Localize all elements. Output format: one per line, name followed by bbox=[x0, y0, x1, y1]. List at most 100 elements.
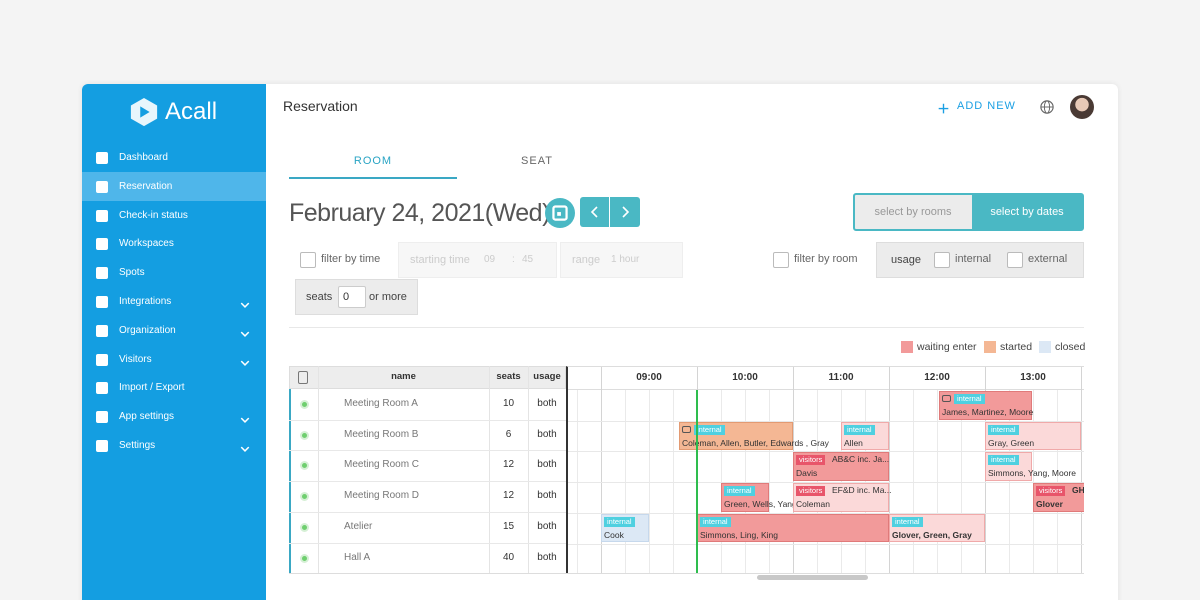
menu-icon-svg bbox=[96, 180, 108, 193]
menu-item[interactable]: App settings bbox=[119, 411, 175, 423]
add-icon bbox=[938, 101, 949, 114]
legend-swatch bbox=[901, 341, 913, 353]
logo-icon-svg bbox=[130, 97, 158, 127]
hour-label: 10:00 bbox=[732, 372, 758, 383]
row-line bbox=[289, 481, 566, 483]
reservation[interactable]: visitors GH&Glover bbox=[1033, 483, 1084, 512]
reservation-names: Glover, Green, Gray bbox=[892, 529, 972, 540]
status-dot bbox=[300, 430, 309, 440]
room-usage: both bbox=[537, 459, 557, 471]
room-usage: both bbox=[537, 398, 557, 409]
room-name: Hall A bbox=[344, 551, 371, 563]
reservation-names: Gray, Green bbox=[988, 437, 1035, 448]
menu-item[interactable]: Workspaces bbox=[119, 238, 174, 250]
menu-item[interactable]: Settings bbox=[119, 440, 156, 451]
menu-item[interactable]: Organization bbox=[119, 324, 176, 336]
tab[interactable]: SEAT bbox=[521, 155, 553, 167]
tag: internal bbox=[694, 424, 725, 435]
next-button[interactable] bbox=[610, 197, 640, 227]
reservation-names: James, Martinez, Moore bbox=[942, 407, 1034, 417]
room-seats: 10 bbox=[502, 398, 515, 409]
reservation[interactable]: internal Coleman, Allen, Butler, Edwards … bbox=[679, 421, 829, 451]
menu-item[interactable]: Reservation bbox=[119, 180, 173, 192]
menu-chevron bbox=[240, 326, 250, 337]
hour-label: 13:00 bbox=[1020, 372, 1046, 383]
add-new-button[interactable]: ADD NEW bbox=[957, 100, 1016, 112]
filter-label: seats bbox=[306, 291, 333, 303]
reservation-names: Coleman bbox=[796, 499, 831, 510]
reservation[interactable]: internal Glover, Green, Gray bbox=[889, 513, 985, 543]
prev-button[interactable] bbox=[580, 197, 609, 227]
checkbox[interactable] bbox=[934, 252, 950, 268]
grid-line bbox=[577, 390, 578, 574]
room-name: Meeting Room D bbox=[344, 490, 420, 502]
logo: Acall bbox=[165, 98, 218, 125]
hour-select: 09 bbox=[484, 254, 496, 265]
filter-label: filter by time bbox=[321, 253, 381, 265]
reservation-names: Cook bbox=[604, 529, 624, 540]
hour-label: 12:00 bbox=[924, 372, 950, 383]
menu-icon-svg bbox=[96, 209, 108, 222]
toggle-option[interactable]: select by rooms bbox=[874, 206, 952, 218]
grid-line bbox=[649, 390, 650, 574]
grid-line bbox=[913, 390, 914, 574]
tag: visitors bbox=[796, 486, 826, 497]
menu-item[interactable]: Visitors bbox=[119, 353, 152, 365]
grid-line bbox=[673, 390, 674, 574]
reservation[interactable]: internal Green, Wells, Yang bbox=[721, 483, 797, 512]
reservation-names: Davis bbox=[796, 468, 818, 479]
scrollbar[interactable] bbox=[757, 575, 868, 580]
menu-item[interactable]: Import / Export bbox=[119, 382, 185, 394]
reservation[interactable]: internal Cook bbox=[601, 513, 649, 543]
menu-icon-svg bbox=[96, 152, 108, 164]
menu-icon-svg bbox=[96, 238, 108, 251]
legend-label: closed bbox=[1055, 341, 1086, 353]
reservation[interactable]: visitors AB&C inc. Ja... Davis bbox=[793, 452, 889, 482]
tag: visitors bbox=[796, 455, 826, 466]
tag: internal bbox=[954, 394, 985, 404]
reservation[interactable]: internal Simmons, Ling, King bbox=[697, 513, 889, 543]
filter-label: filter by room bbox=[794, 253, 858, 265]
filter-label: or more bbox=[369, 291, 407, 303]
room-name: Atelier bbox=[344, 520, 373, 532]
reservation[interactable]: visitors EF&D inc. Ma... Coleman bbox=[793, 483, 892, 512]
filter-label: internal bbox=[955, 253, 992, 265]
menu-chevron bbox=[240, 297, 250, 308]
toggle-option[interactable]: select by dates bbox=[972, 195, 1082, 229]
checkbox[interactable] bbox=[773, 252, 789, 268]
checkbox[interactable] bbox=[1007, 252, 1023, 268]
legend-swatch bbox=[984, 341, 996, 353]
room-name: Meeting Room B bbox=[344, 428, 419, 440]
reservation[interactable]: internal Allen bbox=[841, 421, 889, 451]
menu-item[interactable]: Dashboard bbox=[119, 152, 168, 163]
menu-item[interactable]: Integrations bbox=[119, 296, 172, 307]
tag: internal bbox=[604, 516, 635, 527]
seats-select[interactable]: 0 bbox=[338, 286, 366, 308]
menu-item[interactable]: Check-in status bbox=[119, 209, 188, 221]
reservation[interactable]: internal James, Martinez, Moore bbox=[939, 391, 1034, 420]
reservation[interactable]: internal Gray, Green bbox=[985, 421, 1081, 451]
room-name: Meeting Room A bbox=[344, 398, 418, 409]
grid-row-line bbox=[568, 543, 1084, 545]
tab[interactable]: ROOM bbox=[353, 155, 393, 167]
column-line bbox=[318, 366, 319, 574]
tag: internal bbox=[700, 516, 731, 527]
avatar[interactable] bbox=[1070, 95, 1094, 119]
menu-chevron-svg bbox=[240, 302, 250, 308]
grid-line bbox=[817, 390, 818, 574]
legend-label: started bbox=[1000, 341, 1033, 353]
column-header: usage bbox=[533, 371, 561, 382]
status-dot bbox=[300, 400, 309, 409]
menu-item[interactable]: Spots bbox=[119, 267, 145, 279]
row-line bbox=[289, 542, 566, 544]
menu-icon-svg bbox=[96, 382, 108, 395]
grid-line bbox=[865, 390, 866, 574]
room-usage: both bbox=[537, 551, 557, 563]
calendar-button-svg bbox=[545, 198, 575, 228]
menu-icon bbox=[94, 438, 110, 454]
menu-icon bbox=[94, 236, 110, 252]
row-line bbox=[289, 419, 566, 421]
reservation[interactable]: internal Simmons, Yang, Moore bbox=[985, 452, 1076, 482]
checkbox[interactable] bbox=[300, 252, 316, 268]
